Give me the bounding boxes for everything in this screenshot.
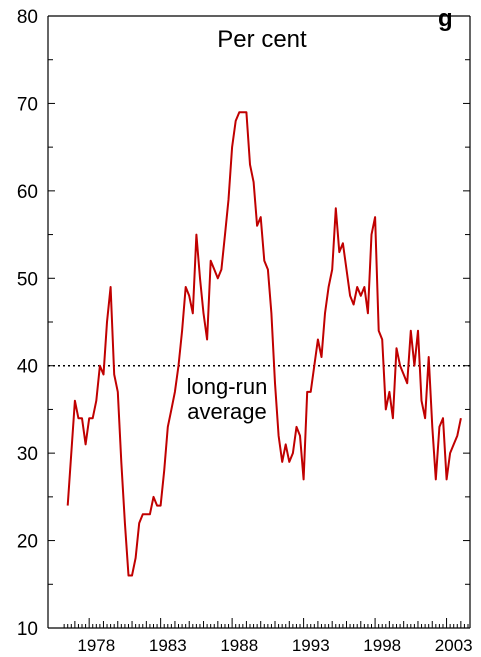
- annotation-long-run: long-run: [187, 374, 268, 399]
- y-axis: 10 20 30 40 50 60 70 80: [17, 7, 471, 640]
- annotation-average: average: [187, 399, 267, 424]
- x-tick-label: 2003: [435, 636, 473, 655]
- y-tick-label: 20: [17, 532, 38, 553]
- y-tick-label: 70: [17, 94, 38, 115]
- y-tick-label: 40: [17, 357, 38, 378]
- y-tick-label: 30: [17, 444, 38, 465]
- series-line: [66, 111, 462, 577]
- clipped-title-text: g: [438, 5, 453, 32]
- y-tick-label: 10: [17, 619, 38, 640]
- unit-label: Per cent: [217, 26, 307, 53]
- y-tick-label: 60: [17, 182, 38, 203]
- y-tick-label: 80: [17, 7, 38, 28]
- x-tick-label: 1998: [363, 636, 401, 655]
- clipped-title-fragment: g: [438, 5, 453, 32]
- x-tick-label: 1983: [149, 636, 187, 655]
- x-tick-label: 1978: [77, 636, 115, 655]
- y-tick-label: 50: [17, 269, 38, 290]
- x-tick-label: 1993: [292, 636, 330, 655]
- x-tick-label: 1988: [220, 636, 258, 655]
- x-axis: 1978 1983 1988 1993 1998 2003: [48, 618, 473, 655]
